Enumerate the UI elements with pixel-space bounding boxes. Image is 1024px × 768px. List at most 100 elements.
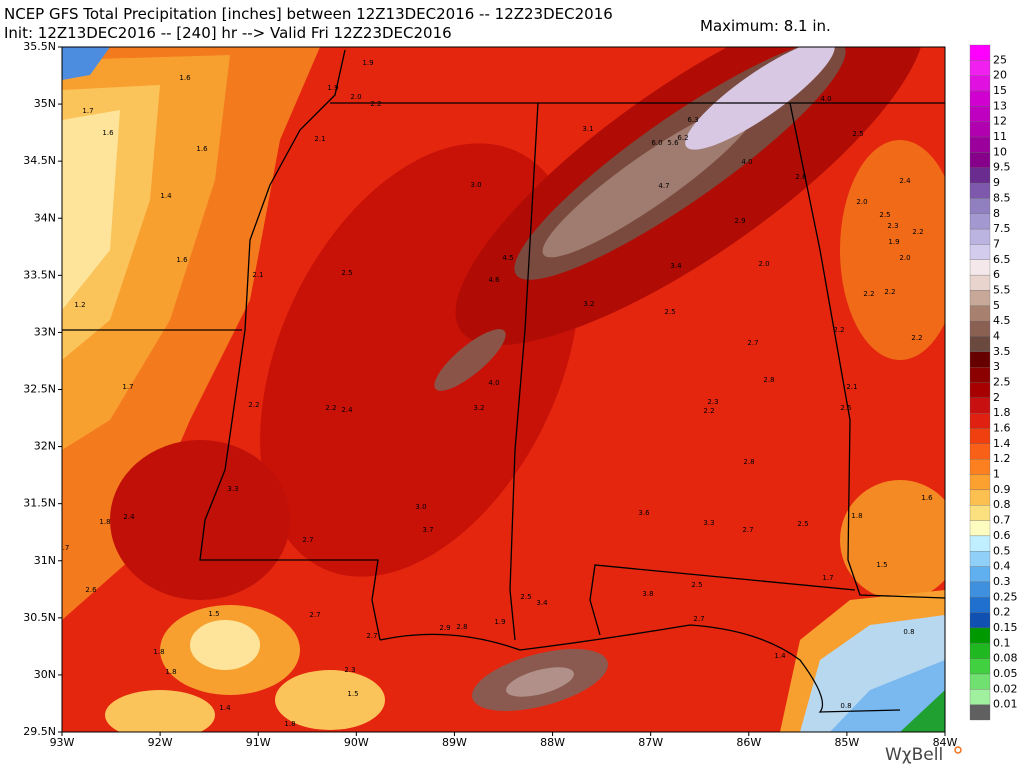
lat-label: 29.5N <box>23 725 56 738</box>
map-value-label: 2.5 <box>879 211 890 219</box>
colorbar-swatch <box>969 367 991 383</box>
colorbar-swatch <box>969 336 991 352</box>
map-value-label: 2.9 <box>439 624 450 632</box>
colorbar-label: 5.5 <box>993 283 1011 296</box>
lat-label: 30.5N <box>23 611 56 624</box>
colorbar-swatch <box>969 259 991 276</box>
colorbar-label: 0.15 <box>993 621 1018 634</box>
colorbar-swatch <box>969 612 991 629</box>
map-value-label: 1.4 <box>219 704 231 712</box>
colorbar-label: 7.5 <box>993 222 1011 235</box>
map-value-label: 1.6 <box>102 129 114 137</box>
colorbar-label: 8.5 <box>993 191 1011 204</box>
map-value-label: 2.2 <box>248 401 259 409</box>
map-value-label: 2.7 <box>302 536 313 544</box>
colorbar-swatch <box>969 551 991 567</box>
colorbar-label: 25 <box>993 53 1007 66</box>
colorbar-swatch <box>969 459 991 475</box>
colorbar-label: 5 <box>993 299 1000 312</box>
colorbar-swatch <box>969 597 991 613</box>
colorbar-label: 0.4 <box>993 560 1011 573</box>
map-value-label: 2.2 <box>833 326 844 334</box>
map-value-label: 2.4 <box>341 406 353 414</box>
colorbar-swatch <box>969 382 991 398</box>
map-value-label: 1.9 <box>888 238 899 246</box>
colorbar-label: 4 <box>993 329 1000 342</box>
lon-label: 89W <box>442 736 467 749</box>
colorbar-label: 0.02 <box>993 682 1018 695</box>
lat-label: 34.5N <box>23 154 56 167</box>
lat-label: 30N <box>34 668 56 681</box>
colorbar-label: 6 <box>993 268 1000 281</box>
colorbar-swatch <box>969 75 991 92</box>
map-value-label: 1.8 <box>153 648 164 656</box>
map-value-label: 1.7 <box>82 107 93 115</box>
map-value-label: 2.4 <box>123 513 135 521</box>
map-value-label: 1.6 <box>921 494 933 502</box>
map-value-label: 1.8 <box>284 720 295 728</box>
map-value-label: 2.2 <box>884 288 895 296</box>
colorbar-label: 0.01 <box>993 698 1018 711</box>
colorbar-swatch <box>969 60 991 76</box>
map-value-label: 1.8 <box>165 668 176 676</box>
map-value-label: 1.9 <box>327 84 338 92</box>
colorbar-label: 0.5 <box>993 544 1011 557</box>
map-value-label: 0.8 <box>903 628 914 636</box>
map-value-label: .7 <box>63 544 70 552</box>
colorbar-swatch <box>969 704 991 721</box>
map-value-label: 2.3 <box>887 222 898 230</box>
map-value-label: 2.2 <box>911 334 922 342</box>
title-line2: Init: 12Z13DEC2016 -- [240] hr --> Valid… <box>4 24 452 42</box>
colorbar-swatch <box>969 198 991 214</box>
map-value-label: 2.1 <box>252 271 263 279</box>
colorbar-swatch <box>969 581 991 598</box>
colorbar-label: 15 <box>993 84 1007 97</box>
colorbar-swatch <box>969 121 991 138</box>
map-value-label: 3.4 <box>536 599 548 607</box>
colorbar-label: 9 <box>993 176 1000 189</box>
title-line1: NCEP GFS Total Precipitation [inches] be… <box>4 5 613 23</box>
colorbar-swatch <box>969 428 991 445</box>
map-value-label: 2.8 <box>763 376 774 384</box>
map-value-label: 4.0 <box>820 95 831 103</box>
lat-label: 33.5N <box>23 268 56 281</box>
colorbar-label: 0.7 <box>993 514 1011 527</box>
colorbar-label: 10 <box>993 145 1007 158</box>
colorbar-swatch <box>969 489 991 506</box>
map-value-label: 1.2 <box>74 301 85 309</box>
colorbar-label: 0.9 <box>993 483 1011 496</box>
map-value-label: 2.0 <box>350 93 361 101</box>
map-value-label: 4.0 <box>488 379 499 387</box>
colorbar-swatch <box>969 320 991 337</box>
map-value-label: 4.6 <box>488 276 500 284</box>
map-value-label: 2.1 <box>846 383 857 391</box>
map-value-label: 2.2 <box>370 100 381 108</box>
map-value-label: 2.0 <box>856 198 867 206</box>
map-value-label: 1.6 <box>176 256 188 264</box>
colorbar-label: 13 <box>993 99 1007 112</box>
map-value-label: 2.0 <box>758 260 769 268</box>
lat-label: 32.5N <box>23 383 56 396</box>
map-value-label: 2.7 <box>366 632 377 640</box>
colorbar-swatch <box>969 643 991 659</box>
colorbar-swatch <box>969 443 991 460</box>
logo: WχBell <box>885 745 943 765</box>
colorbar-swatch <box>969 274 991 291</box>
maximum: Maximum: 8.1 in. <box>700 17 831 35</box>
map-value-label: 2.8 <box>743 458 754 466</box>
colorbar-swatch <box>969 627 991 644</box>
map-value-label: 3.3 <box>227 485 238 493</box>
colorbar-label: 1.8 <box>993 406 1011 419</box>
lat-label: 33N <box>34 325 56 338</box>
map-value-label: 1.5 <box>347 690 358 698</box>
colorbar-label: 1.4 <box>993 437 1011 450</box>
lon-label: 92W <box>148 736 173 749</box>
map-value-label: 4.7 <box>658 182 669 190</box>
map-value-label: 4.5 <box>502 254 513 262</box>
lon-label: 84W <box>933 736 958 749</box>
colorbar-label: 0.2 <box>993 606 1011 619</box>
map-value-label: 2.3 <box>707 398 718 406</box>
map-value-label: 0.8 <box>840 702 851 710</box>
map-value-label: 3.6 <box>638 509 650 517</box>
